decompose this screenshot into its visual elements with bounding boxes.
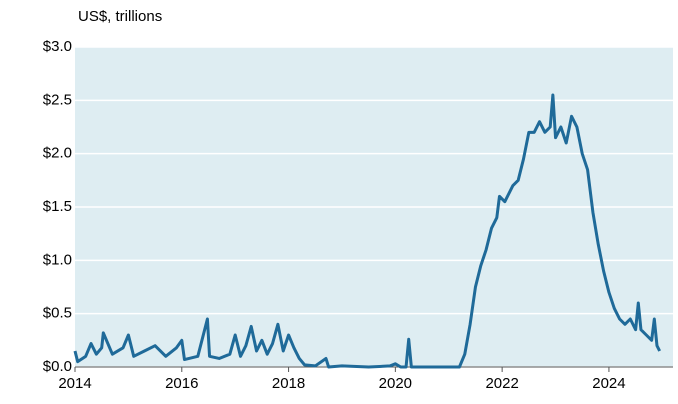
y-tick-label: $0.0 — [43, 358, 72, 375]
y-tick-label: $0.5 — [43, 305, 72, 322]
x-tick-label: 2016 — [165, 375, 198, 392]
y-tick-label: $2.5 — [43, 91, 72, 108]
x-tick-label: 2018 — [272, 375, 305, 392]
x-tick-label: 2020 — [379, 375, 412, 392]
data-line — [73, 93, 661, 369]
y-tick-label: $3.0 — [43, 38, 72, 55]
y-tick-label: $1.5 — [43, 198, 72, 215]
y-tick-label: $2.0 — [43, 145, 72, 162]
x-tick-label: 2014 — [58, 375, 91, 392]
chart-subtitle: US$, trillions — [78, 8, 162, 25]
x-tick-label: 2022 — [485, 375, 518, 392]
x-tick-label: 2024 — [592, 375, 625, 392]
y-tick-label: $1.0 — [43, 251, 72, 268]
